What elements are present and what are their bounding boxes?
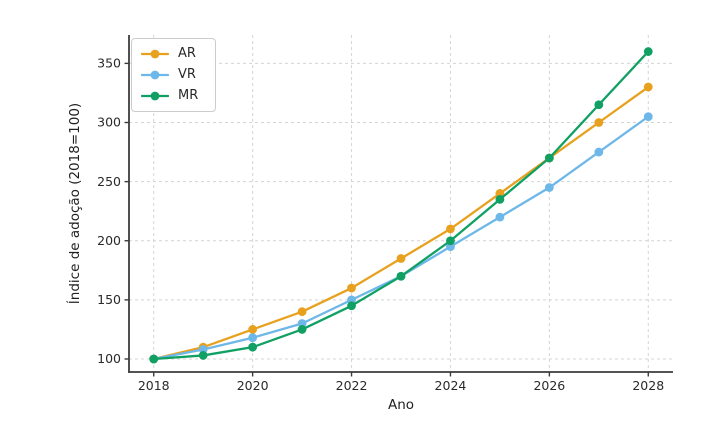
- series-MR: [149, 47, 653, 364]
- series-point-AR: [248, 325, 258, 334]
- x-axis-label: Ano: [388, 397, 414, 413]
- legend-marker-icon: [141, 70, 169, 80]
- series-point-AR: [396, 254, 406, 263]
- y-tick-label: 200: [97, 233, 121, 248]
- legend-label: MR: [178, 88, 199, 103]
- series-point-AR: [347, 283, 356, 293]
- x-tick-label: 2022: [336, 378, 368, 393]
- series-point-MR: [594, 100, 604, 110]
- series-line-MR: [152, 50, 650, 361]
- legend-item-AR: AR: [141, 46, 198, 62]
- series-point-MR: [149, 354, 159, 364]
- series-point-VR: [495, 212, 505, 222]
- legend: AR VR MR: [131, 38, 217, 112]
- x-tick-label: 2018: [138, 378, 170, 393]
- axis-ticks: [124, 62, 649, 377]
- y-tick-label: 300: [97, 115, 121, 130]
- series-point-VR: [248, 333, 258, 343]
- series-point-MR: [248, 342, 258, 352]
- series-line-VR: [152, 115, 650, 361]
- series-group: [149, 47, 653, 364]
- series-AR: [149, 82, 653, 364]
- series-point-MR: [446, 236, 455, 246]
- legend-marker-icon: [141, 91, 169, 101]
- y-tick-label: 150: [97, 292, 121, 307]
- series-point-VR: [643, 112, 653, 121]
- legend-item-MR: MR: [141, 88, 198, 104]
- x-tick-label: 2020: [237, 378, 269, 393]
- series-point-VR: [594, 147, 604, 157]
- legend-label: AR: [178, 46, 196, 61]
- series-point-MR: [198, 351, 208, 360]
- legend-marker-icon: [141, 49, 169, 59]
- series-point-MR: [396, 271, 406, 281]
- legend-marker-dot: [150, 49, 160, 59]
- series-point-MR: [544, 153, 554, 163]
- x-tick-label: 2028: [632, 378, 664, 393]
- series-point-MR: [347, 301, 356, 311]
- legend-item-VR: VR: [141, 67, 198, 83]
- legend-marker-dot: [150, 70, 160, 80]
- axes-spines: [128, 35, 673, 373]
- gridlines: [129, 35, 673, 372]
- y-tick-label: 350: [97, 56, 121, 71]
- y-tick-label: 250: [97, 174, 121, 189]
- series-point-AR: [594, 118, 604, 127]
- x-tick-label: 2024: [435, 378, 467, 393]
- series-point-AR: [643, 82, 653, 92]
- legend-marker-dot: [150, 91, 160, 101]
- y-tick-label: 100: [97, 351, 121, 366]
- series-VR: [149, 112, 653, 364]
- series-point-AR: [297, 307, 307, 317]
- series-point-AR: [446, 224, 455, 234]
- series-point-MR: [643, 47, 653, 56]
- y-axis-label: Índice de adoção (2018=100): [66, 103, 83, 304]
- axis-tick-labels: 2018 2020 2022 2024 2026 2028 100 150 200 250 300 3…: [97, 56, 664, 393]
- series-point-VR: [544, 183, 554, 192]
- x-tick-label: 2026: [533, 378, 565, 393]
- series-line-AR: [152, 85, 650, 361]
- legend-label: VR: [178, 67, 196, 82]
- series-point-MR: [297, 325, 307, 334]
- series-point-MR: [495, 194, 505, 204]
